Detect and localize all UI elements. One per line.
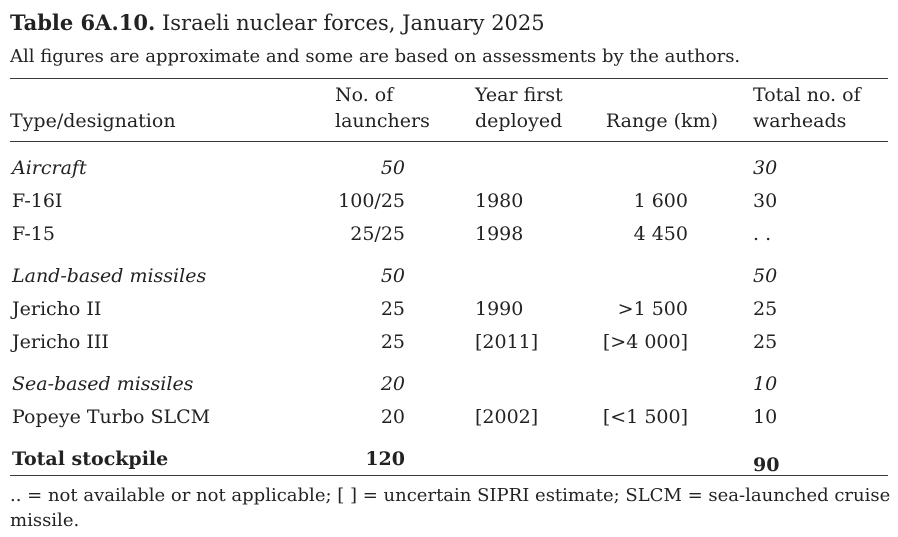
cell-launchers: 20 bbox=[380, 372, 405, 395]
table-row-f16i: F-16I 100/25 1980 1 600 30 bbox=[10, 184, 888, 217]
table-row-sea-based: Sea-based missiles 20 10 bbox=[10, 358, 888, 400]
cell-launchers: 25/25 bbox=[350, 222, 405, 245]
cell-type: Total stockpile bbox=[12, 447, 169, 470]
table-title-text: Israeli nuclear forces, January 2025 bbox=[155, 11, 545, 35]
cell-warheads: 10 bbox=[753, 372, 778, 395]
cell-launchers: 25 bbox=[380, 297, 405, 320]
cell-launchers: 50 bbox=[380, 156, 405, 179]
cell-year bbox=[445, 142, 575, 185]
cell-warheads: 25 bbox=[753, 297, 778, 320]
cell-type: Jericho III bbox=[12, 330, 109, 353]
table-row-popeye-turbo-slcm: Popeye Turbo SLCM 20 [2002] [<1 500] 10 bbox=[10, 400, 888, 433]
table-row-aircraft: Aircraft 50 30 bbox=[10, 142, 888, 185]
cell-range bbox=[575, 358, 730, 400]
footnote-line1: .. = not available or not applicable; [ … bbox=[10, 485, 891, 506]
cell-range: >1 500 bbox=[617, 297, 688, 320]
cell-launchers: 120 bbox=[365, 447, 405, 470]
column-header-warheads: Total no. of warheads bbox=[730, 78, 888, 142]
cell-year: [2002] bbox=[475, 405, 539, 428]
cell-warheads: 30 bbox=[753, 156, 778, 179]
cell-warheads: 10 bbox=[753, 405, 778, 428]
column-header-year-line2: deployed bbox=[475, 110, 563, 132]
column-header-warheads-line1: Total no. of bbox=[753, 84, 861, 106]
cell-launchers: 50 bbox=[380, 264, 405, 287]
cell-warheads: 50 bbox=[753, 264, 778, 287]
column-header-year-line1: Year first bbox=[475, 84, 563, 106]
cell-year bbox=[445, 358, 575, 400]
table-row-total-stockpile: Total stockpile 120 90 bbox=[10, 433, 888, 476]
cell-launchers: 100/25 bbox=[338, 189, 405, 212]
cell-year: 1990 bbox=[475, 297, 524, 320]
cell-warheads: . . bbox=[753, 222, 772, 245]
column-header-range: Range (km) bbox=[575, 78, 730, 142]
table-row-land-based: Land-based missiles 50 50 bbox=[10, 250, 888, 292]
table-row-jericho-iii: Jericho III 25 [2011] [>4 000] 25 bbox=[10, 325, 888, 358]
header-row: Type/designation No. of launchers Year f… bbox=[10, 78, 888, 142]
column-header-launchers: No. of launchers bbox=[335, 78, 445, 142]
table-title: Table 6A.10. Israeli nuclear forces, Jan… bbox=[10, 10, 888, 36]
column-header-year: Year first deployed bbox=[445, 78, 575, 142]
table-row-jericho-ii: Jericho II 25 1990 >1 500 25 bbox=[10, 292, 888, 325]
cell-range bbox=[575, 433, 730, 476]
cell-warheads: 30 bbox=[753, 189, 778, 212]
cell-range: [>4 000] bbox=[602, 330, 688, 353]
cell-warheads: 25 bbox=[753, 330, 778, 353]
table-row-f15: F-15 25/25 1998 4 450 . . bbox=[10, 217, 888, 250]
cell-type: Jericho II bbox=[12, 297, 102, 320]
cell-type: F-16I bbox=[12, 189, 63, 212]
cell-range bbox=[575, 142, 730, 185]
table-title-number: Table 6A.10. bbox=[10, 10, 156, 35]
footnote-line2: missile. bbox=[10, 510, 80, 531]
cell-range: 4 450 bbox=[633, 222, 688, 245]
column-header-type: Type/designation bbox=[10, 78, 335, 142]
column-header-launchers-line1: No. of bbox=[335, 84, 394, 106]
cell-year: 1998 bbox=[475, 222, 524, 245]
cell-range bbox=[575, 250, 730, 292]
cell-launchers: 25 bbox=[380, 330, 405, 353]
table-footnote: .. = not available or not applicable; [ … bbox=[10, 483, 891, 533]
cell-type: Aircraft bbox=[12, 156, 87, 179]
forces-table: Type/designation No. of launchers Year f… bbox=[10, 78, 888, 476]
cell-range: [<1 500] bbox=[602, 405, 688, 428]
cell-year bbox=[445, 433, 575, 476]
cell-range: 1 600 bbox=[633, 189, 688, 212]
cell-type: Sea-based missiles bbox=[12, 372, 194, 395]
column-header-launchers-line2: launchers bbox=[335, 110, 430, 132]
cell-type: Popeye Turbo SLCM bbox=[12, 405, 211, 428]
cell-launchers: 20 bbox=[380, 405, 405, 428]
cell-year: 1980 bbox=[475, 189, 524, 212]
cell-year bbox=[445, 250, 575, 292]
cell-year: [2011] bbox=[475, 330, 539, 353]
cell-type: F-15 bbox=[12, 222, 55, 245]
table-subtitle: All figures are approximate and some are… bbox=[10, 46, 741, 67]
cell-warheads: 90 bbox=[753, 453, 780, 476]
cell-type: Land-based missiles bbox=[12, 264, 207, 287]
column-header-warheads-line2: warheads bbox=[753, 110, 847, 132]
